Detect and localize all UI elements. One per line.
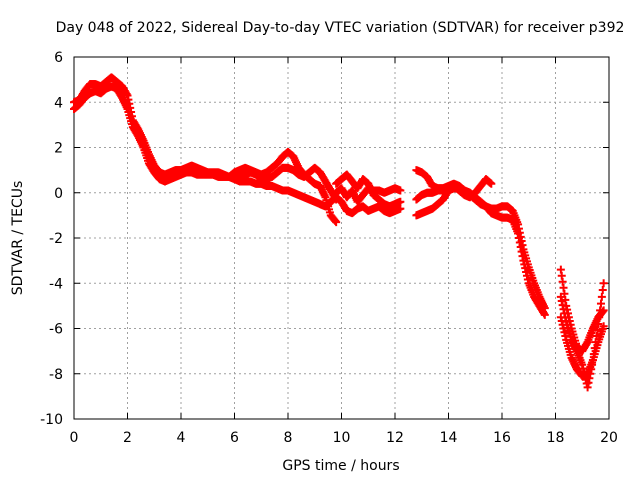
- y-tick-label: -8: [49, 367, 63, 383]
- series-track: [332, 184, 405, 206]
- data-point: [597, 292, 606, 301]
- series-track: [230, 163, 341, 204]
- y-tick-labels: 6 4 2 0 -2 -4 -6 -8 -10: [40, 50, 63, 428]
- data-point: [594, 319, 603, 328]
- data-point: [596, 299, 605, 308]
- data-point: [599, 279, 608, 288]
- chart-title: Day 048 of 2022, Sidereal Day-to-day VTE…: [56, 20, 625, 36]
- data-point: [540, 304, 549, 313]
- y-tick-label: -10: [40, 412, 63, 428]
- y-tick-label: 4: [54, 95, 63, 111]
- data-point: [595, 313, 604, 322]
- plot-frame: [73, 56, 610, 420]
- data-point: [396, 186, 405, 195]
- x-tick-label: 10: [333, 430, 351, 446]
- x-tick-label: 20: [600, 430, 618, 446]
- y-tick-label: 6: [54, 50, 63, 66]
- x-tick-label: 8: [284, 430, 293, 446]
- x-tick-label: 14: [440, 430, 458, 446]
- data-point: [598, 286, 607, 295]
- x-tick-label: 2: [123, 430, 132, 446]
- data-point: [332, 218, 341, 227]
- data-point: [396, 204, 405, 213]
- x-tick-label: 12: [386, 430, 404, 446]
- series-track: [412, 175, 496, 204]
- series-track: [556, 279, 608, 392]
- x-tick-label: 6: [230, 430, 239, 446]
- x-tick-label: 4: [177, 430, 186, 446]
- x-tick-label: 0: [70, 430, 79, 446]
- data-point: [596, 306, 605, 315]
- x-tick-label: 16: [493, 430, 511, 446]
- y-tick-label: 2: [54, 141, 63, 157]
- data-point: [599, 322, 608, 331]
- data-point: [396, 197, 405, 206]
- y-tick-label: -6: [49, 322, 63, 338]
- x-tick-label: 18: [547, 430, 565, 446]
- data-point: [540, 310, 549, 319]
- x-axis-title: GPS time / hours: [282, 458, 399, 474]
- data-point: [487, 179, 496, 188]
- y-tick-label: -4: [49, 276, 63, 292]
- sdtvar-data-points: [70, 73, 608, 392]
- y-axis-title: SDTVAR / TECUs: [10, 181, 26, 296]
- x-tick-labels: 0 2 4 6 8 10 12 14 16 18 20: [70, 430, 618, 446]
- series-track: [332, 193, 405, 218]
- y-tick-label: -2: [49, 231, 63, 247]
- y-tick-label: 0: [54, 186, 63, 202]
